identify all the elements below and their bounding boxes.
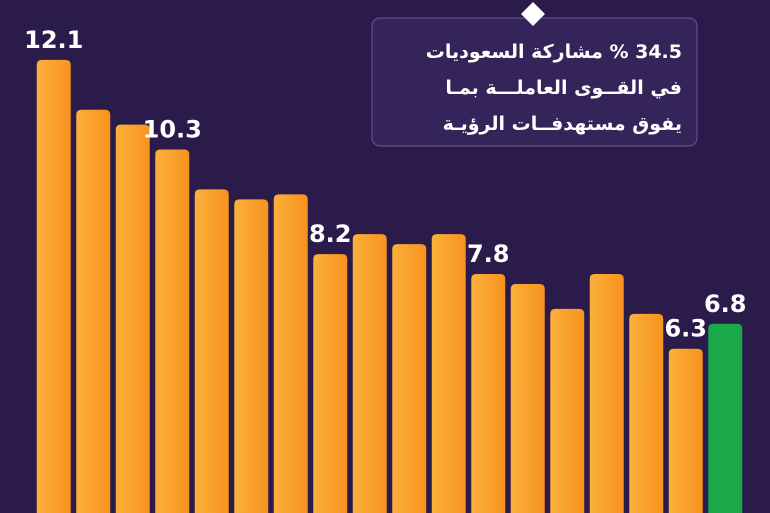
value-label: 6.8: [704, 290, 747, 318]
value-label: 10.3: [143, 116, 202, 144]
title-line: في القــوى العاملـــة بمـا: [445, 77, 682, 99]
bar: [550, 308, 585, 513]
diamond: [521, 2, 545, 26]
bar: [471, 274, 506, 513]
bar: [76, 109, 111, 513]
bars: 12.1 10.3 8.2 7.8 6.36.8: [24, 26, 747, 513]
bar: [313, 254, 348, 513]
bar: [431, 234, 466, 513]
title-line: 34.5 % مشاركة السعوديات: [426, 41, 682, 63]
bar: [115, 124, 150, 513]
bar: [708, 323, 743, 513]
value-label: 12.1: [24, 26, 83, 54]
bar: [234, 199, 269, 513]
bar: [352, 234, 387, 513]
bar: [36, 59, 71, 513]
title-line: يفوق مستهدفــات الرؤيـة: [443, 113, 682, 135]
bar: [589, 274, 624, 513]
value-label: 6.3: [664, 315, 707, 343]
value-label: 7.8: [467, 240, 510, 268]
bar: [155, 149, 190, 513]
bar: [194, 189, 229, 513]
bar: [392, 244, 427, 513]
bar: [510, 283, 545, 513]
bar: [629, 313, 664, 513]
value-label: 8.2: [309, 220, 352, 248]
title-box: 34.5 % مشاركة السعوديات في القــوى العام…: [371, 2, 698, 147]
bar: [273, 194, 308, 513]
bar: [668, 348, 703, 513]
